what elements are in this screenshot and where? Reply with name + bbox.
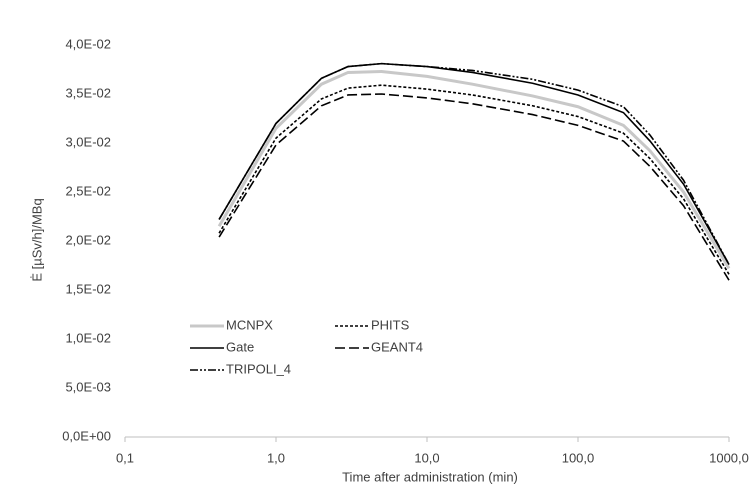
y-axis-label: Ė [µSv/h]/MBq (29, 198, 44, 281)
y-tick-label: 2,5E-02 (65, 183, 111, 198)
x-tick-label: 100,0 (562, 450, 595, 465)
y-tick-label: 4,0E-02 (65, 36, 111, 51)
y-tick-label: 2,0E-02 (65, 232, 111, 247)
series-line (218, 93, 730, 281)
legend-label: TRIPOLI_4 (226, 361, 291, 376)
x-tick-label: 10,0 (414, 450, 439, 465)
legend-label: Gate (226, 339, 254, 354)
x-axis-label: Time after administration (min) (342, 469, 518, 484)
series-line (218, 62, 730, 265)
legend-label: PHITS (371, 317, 410, 332)
legend-label: MCNPX (226, 317, 273, 332)
series-line (217, 69, 731, 270)
x-tick-label: 1,0 (267, 450, 285, 465)
y-tick-label: 0,0E+00 (62, 428, 111, 443)
x-tick-label: 1000,0 (709, 450, 749, 465)
y-tick-label: 1,0E-02 (65, 330, 111, 345)
y-tick-label: 5,0E-03 (65, 379, 111, 394)
legend-label: GEANT4 (371, 339, 423, 354)
y-tick-label: 3,0E-02 (65, 134, 111, 149)
y-tick-label: 1,5E-02 (65, 281, 111, 296)
series-line (218, 62, 730, 265)
x-tick-label: 0,1 (116, 450, 134, 465)
series-line (218, 84, 730, 275)
y-tick-label: 3,5E-02 (65, 85, 111, 100)
